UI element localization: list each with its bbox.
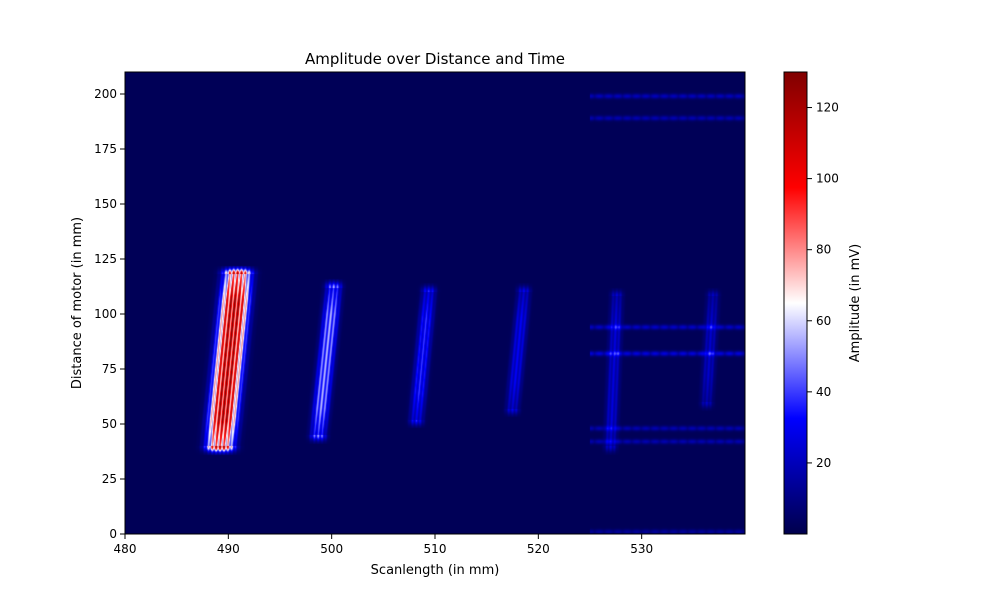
heatmap-image [125, 72, 745, 534]
y-tick-label: 100 [94, 307, 117, 321]
y-axis-label: Distance of motor (in mm) [70, 217, 85, 389]
colorbar: 20 40 60 80 100 120 Amplitude (in mV) [783, 71, 863, 535]
colorbar-tick-label: 100 [816, 172, 839, 186]
y-tick-label: 0 [109, 527, 117, 541]
x-tick-label: 500 [320, 542, 343, 556]
colorbar-frame [783, 71, 808, 535]
chart-title: Amplitude over Distance and Time [305, 50, 565, 68]
colorbar-tick-label: 20 [816, 456, 831, 470]
y-tick-label: 125 [94, 252, 117, 266]
colorbar-label: Amplitude (in mV) [848, 244, 863, 362]
y-tick-label: 200 [94, 87, 117, 101]
y-tick-label: 75 [102, 362, 117, 376]
y-tick-label: 150 [94, 197, 117, 211]
y-tick-label: 25 [102, 472, 117, 486]
x-tick-label: 530 [630, 542, 653, 556]
x-tick-label: 520 [527, 542, 550, 556]
x-axis: 480 490 500 510 520 530 [114, 534, 653, 556]
x-tick-label: 480 [114, 542, 137, 556]
colorbar-tick-label: 80 [816, 243, 831, 257]
colorbar-tick-label: 120 [816, 101, 839, 115]
plot-area [124, 71, 746, 535]
y-tick-label: 50 [102, 417, 117, 431]
y-axis: 0 25 50 75 100 125 150 175 200 [94, 87, 125, 541]
x-tick-label: 490 [217, 542, 240, 556]
y-tick-label: 175 [94, 142, 117, 156]
x-axis-label: Scanlength (in mm) [371, 563, 500, 578]
colorbar-tick-label: 60 [816, 314, 831, 328]
colorbar-gradient [784, 72, 807, 534]
x-tick-label: 510 [424, 542, 447, 556]
colorbar-tick-label: 40 [816, 385, 831, 399]
